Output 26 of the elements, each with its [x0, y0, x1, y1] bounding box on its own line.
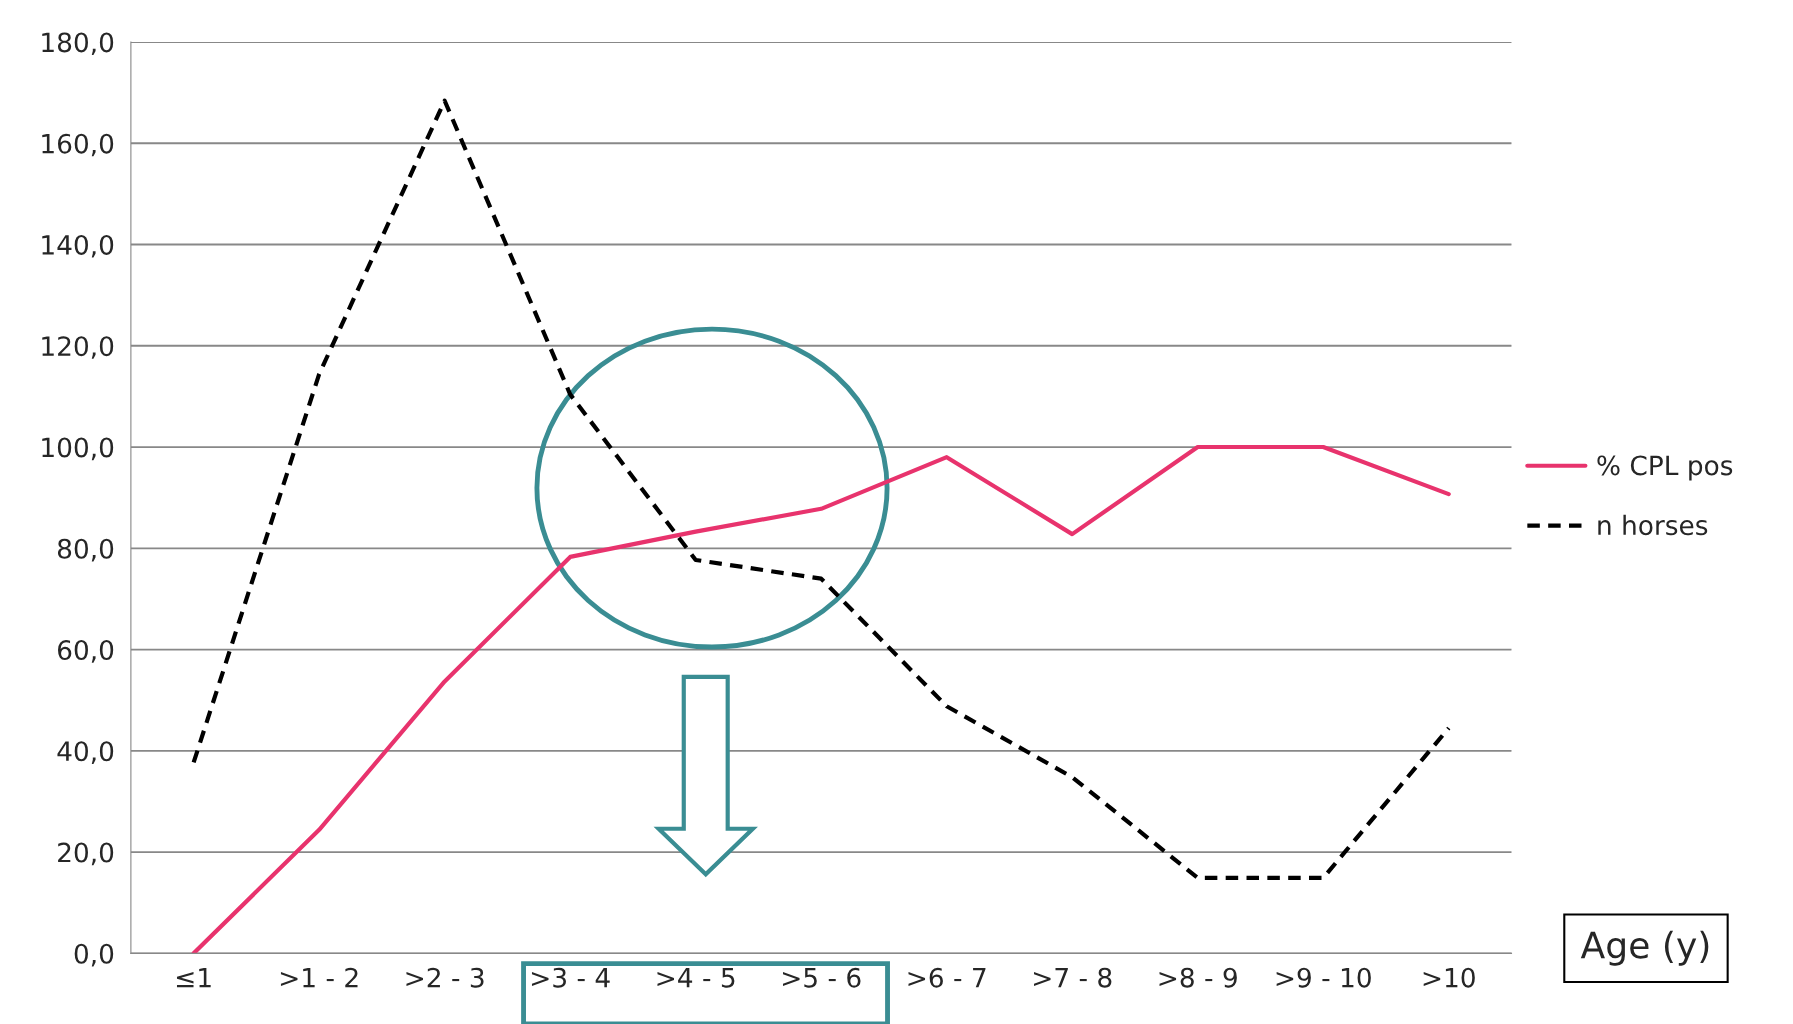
x-tick-label: >4 - 5: [657, 968, 735, 988]
x-tick-label: >3 - 4: [531, 967, 610, 988]
y-tick-label: 80,0: [57, 538, 114, 562]
y-tick-label: 140,0: [42, 234, 114, 258]
x-tick-label: >8 - 9: [1159, 967, 1237, 988]
x-tick-label: >2 - 3: [406, 967, 484, 988]
line-series: [191, 98, 1451, 880]
x-tick-label: >5 - 6: [783, 967, 861, 988]
y-tick-label: 60,0: [58, 640, 114, 663]
y-tick-label: 180,0: [42, 32, 114, 56]
legend-label: % CPL pos: [1597, 455, 1733, 481]
x-tick-label: >7 - 8: [1034, 967, 1112, 988]
y-tick-label: 20,0: [58, 842, 114, 866]
x-tick-label: >1 - 2: [280, 967, 358, 988]
y-tick-label: 0,0: [74, 943, 114, 967]
x-tick-label: ≤1: [176, 968, 211, 988]
x-tick-label: >6 - 7: [908, 967, 986, 988]
x-tick-label: >10: [1423, 967, 1475, 988]
y-tick-label: 160,0: [42, 133, 114, 157]
y-tick-label: 120,0: [42, 336, 114, 359]
line-series: [191, 444, 1451, 954]
x-axis-title: Age (y): [1580, 930, 1709, 966]
y-tick-label: 40,0: [57, 741, 114, 764]
legend-label: n horses: [1598, 514, 1708, 536]
y-tick-label: 100,0: [42, 437, 114, 461]
x-tick-label: >9 - 10: [1276, 967, 1371, 988]
